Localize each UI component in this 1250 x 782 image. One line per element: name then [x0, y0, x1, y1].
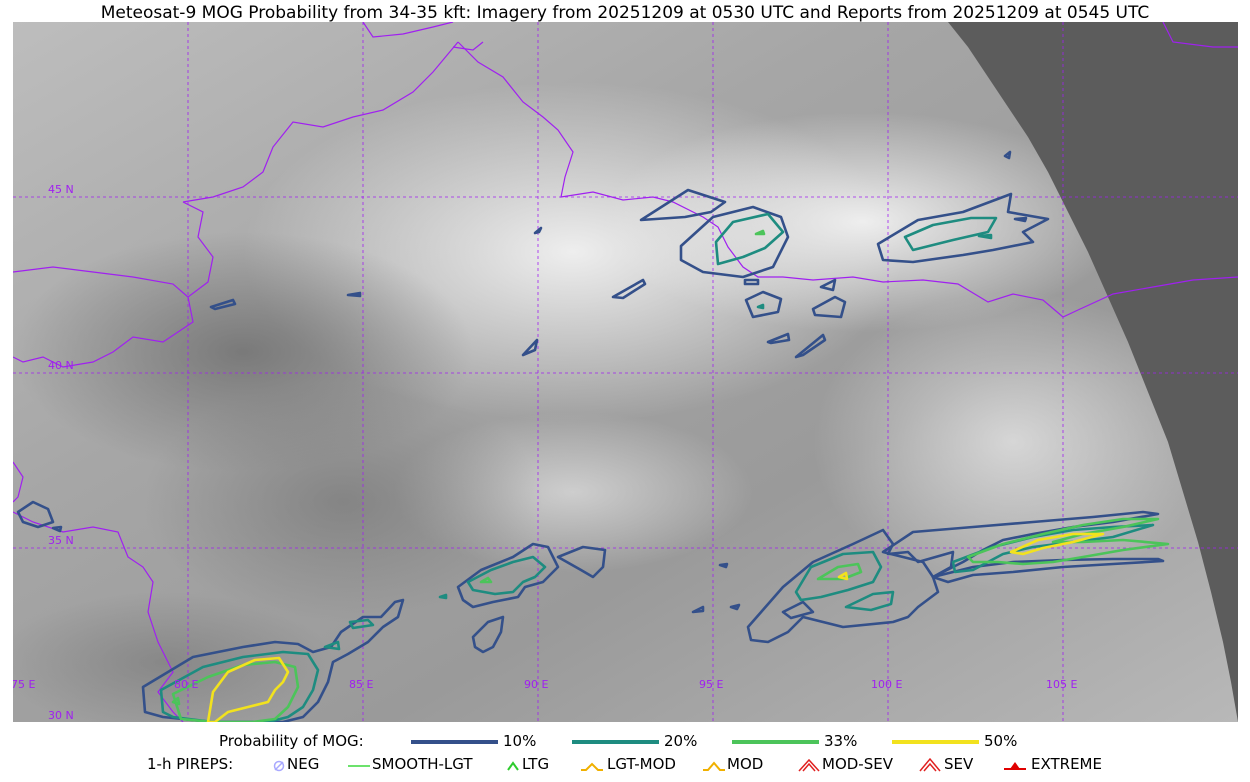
pirep-legend: 1-h PIREPS: NEG SMOOTH-LGT LTG LGT-MOD M…: [0, 755, 1250, 777]
lon-label: 80 E: [174, 678, 198, 691]
lat-label: 40 N: [48, 359, 74, 372]
contour-20-percent: [159, 212, 1155, 722]
pirep-item-extreme: EXTREME: [1031, 755, 1102, 773]
sev-caret-icon: [919, 757, 941, 772]
lgt-mod-caret-icon: [581, 762, 603, 771]
pirep-item-lgt-mod: LGT-MOD: [607, 755, 676, 773]
legend-line-50: [892, 740, 979, 744]
lon-label: 85 E: [349, 678, 373, 691]
pirep-legend-label: 1-h PIREPS:: [147, 755, 234, 773]
pirep-item-neg: NEG: [287, 755, 320, 773]
neg-circle-icon: [273, 760, 285, 772]
smooth-lgt-line-icon: [348, 765, 370, 767]
legend-item-33: 33%: [824, 732, 858, 750]
legend-item-50: 50%: [984, 732, 1018, 750]
lat-label: 30 N: [48, 709, 74, 722]
map-title: Meteosat-9 MOG Probability from 34-35 kf…: [100, 3, 1150, 23]
legend-line-20: [572, 740, 659, 744]
mog-legend-label: Probability of MOG:: [219, 732, 364, 750]
lon-label: 100 E: [871, 678, 902, 691]
lon-label: 75 E: [13, 678, 35, 691]
pirep-item-mod: MOD: [727, 755, 764, 773]
mog-legend: Probability of MOG: 10% 20% 33% 50%: [0, 732, 1250, 752]
pirep-item-ltg: LTG: [522, 755, 550, 773]
pirep-item-sev: SEV: [944, 755, 974, 773]
lon-label: 90 E: [524, 678, 548, 691]
satellite-map: 45 N 40 N 35 N 30 N 75 E 80 E 85 E 90 E …: [13, 22, 1238, 722]
legend-item-10: 10%: [503, 732, 537, 750]
legend-item-20: 20%: [664, 732, 698, 750]
legend-line-33: [732, 740, 819, 744]
lat-labels: 45 N 40 N 35 N 30 N: [48, 183, 74, 722]
lat-label: 45 N: [48, 183, 74, 196]
country-borders: [13, 22, 1238, 722]
lon-label: 105 E: [1046, 678, 1077, 691]
extreme-caret-icon: [1004, 762, 1026, 770]
lat-label: 35 N: [48, 534, 74, 547]
lon-label: 95 E: [699, 678, 723, 691]
lon-labels: 75 E 80 E 85 E 90 E 95 E 100 E 105 E: [13, 678, 1077, 691]
contour-50-percent: [206, 532, 1105, 722]
pirep-item-smooth-lgt: SMOOTH-LGT: [372, 755, 473, 773]
mod-caret-icon: [703, 761, 725, 771]
pirep-item-mod-sev: MOD-SEV: [822, 755, 893, 773]
ltg-caret-icon: [507, 761, 519, 771]
mod-sev-caret-icon: [798, 758, 820, 772]
legend-line-10: [411, 740, 498, 744]
